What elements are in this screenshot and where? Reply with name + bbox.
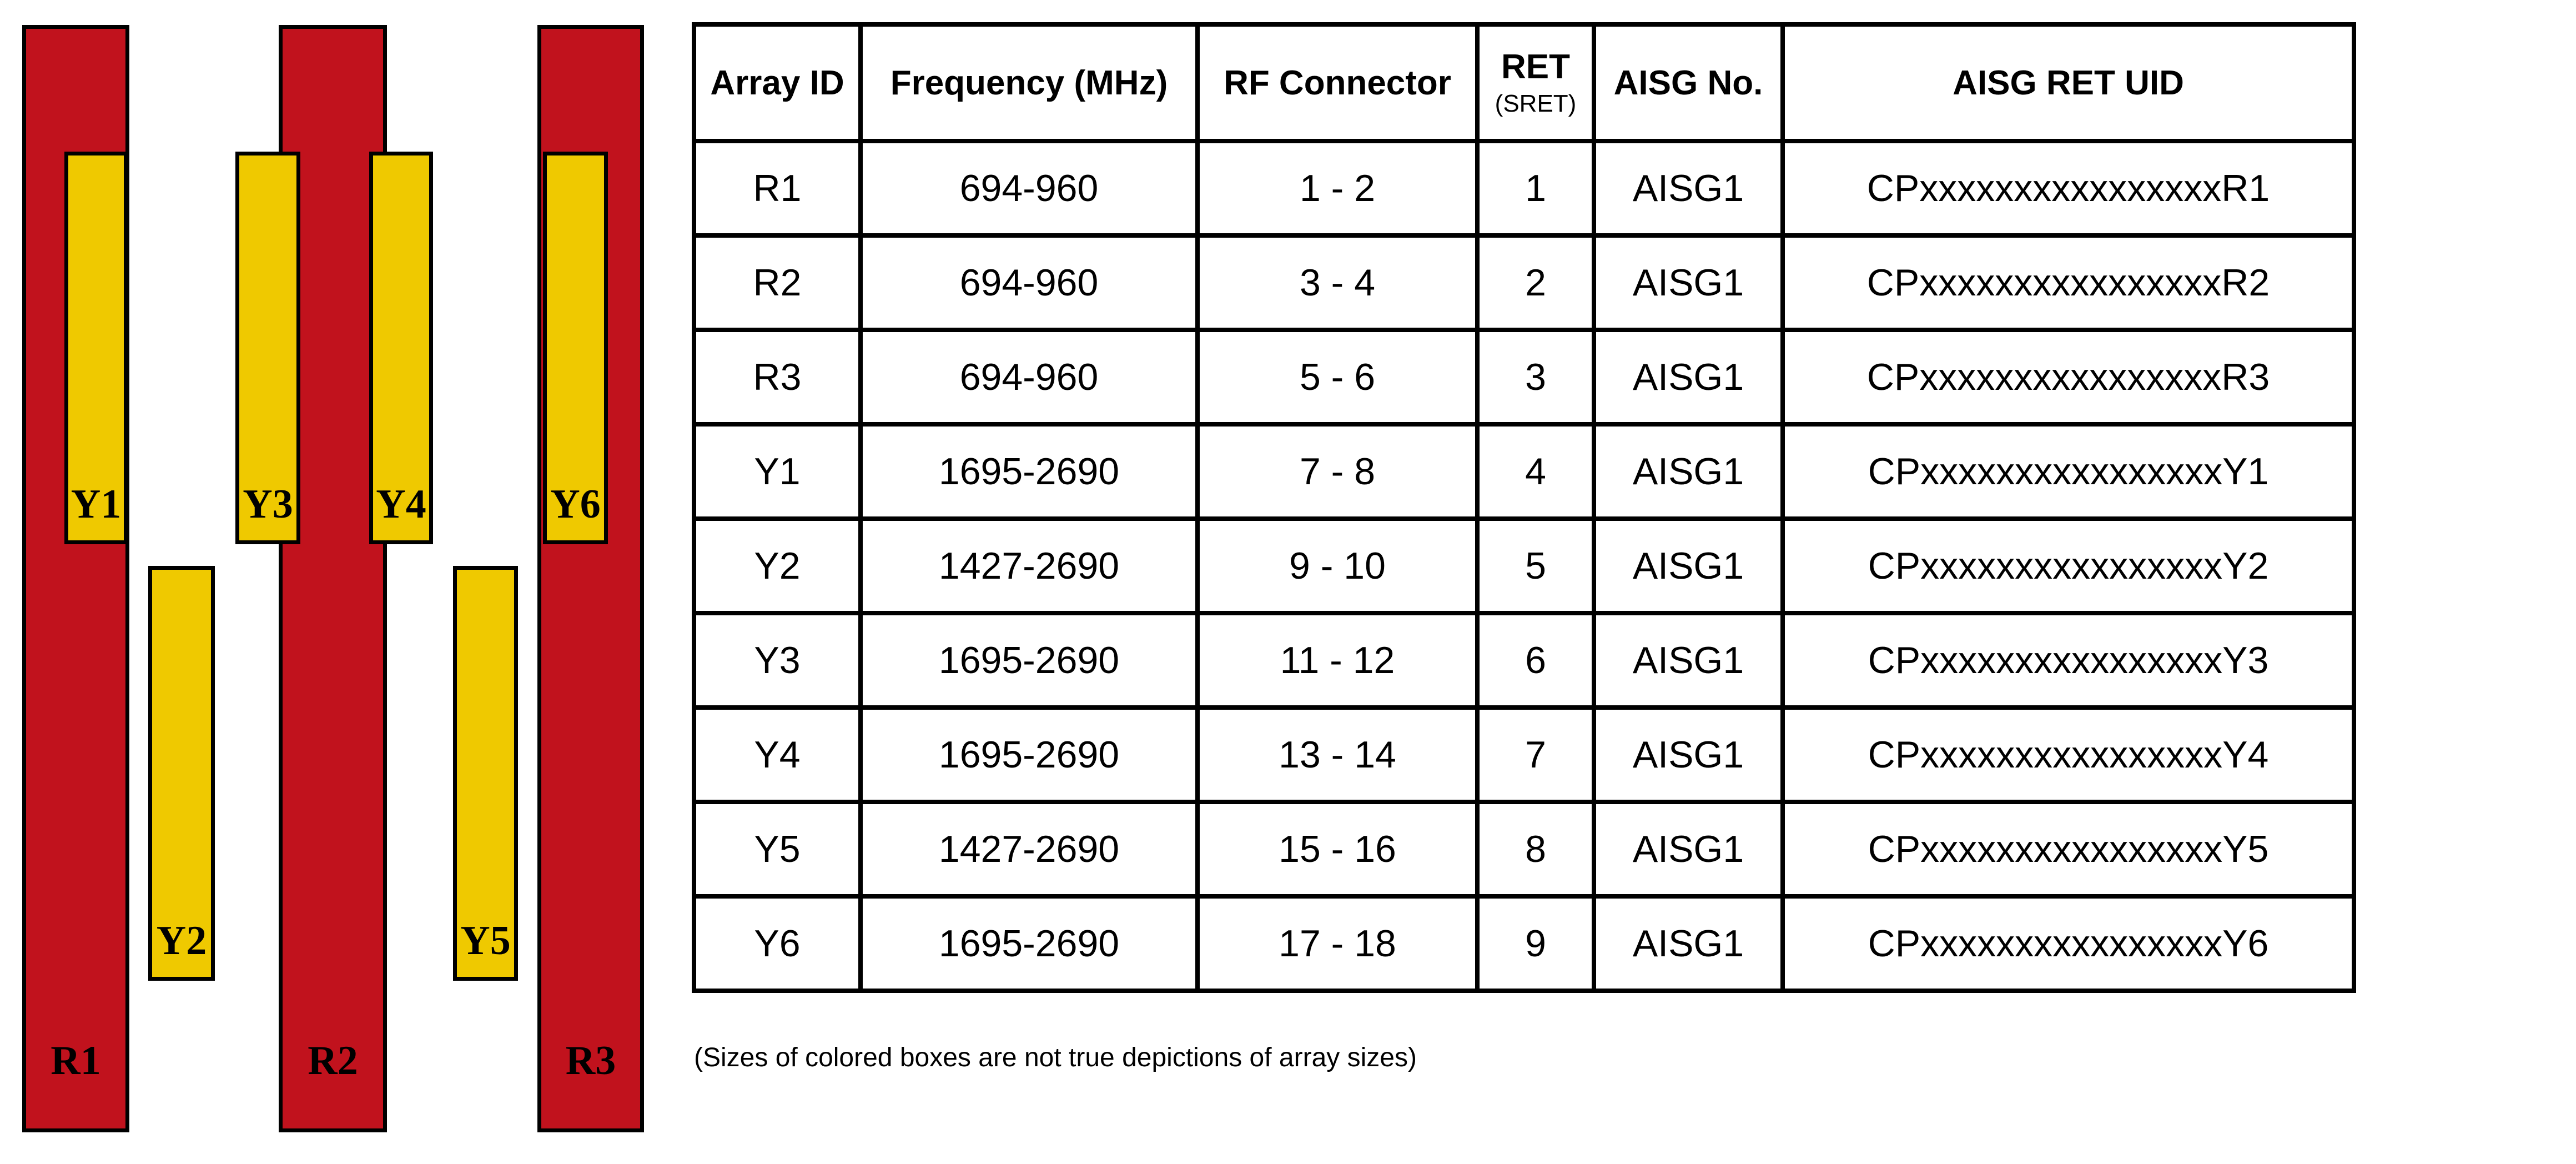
table-row: Y5 1427-2690 15 - 16 8 AISG1 CPxxxxxxxxx… (692, 800, 2356, 899)
cell-aisg-no: AISG1 (1592, 894, 1785, 993)
cell-rf-connector: 17 - 18 (1195, 894, 1480, 993)
cell-aisg-ret-uid: CPxxxxxxxxxxxxxxxxY1 (1780, 422, 2356, 521)
col-header-frequency: Frequency (MHz) (858, 22, 1200, 143)
cell-ret: 5 (1475, 516, 1596, 615)
cell-rf-connector: 9 - 10 (1195, 516, 1480, 615)
cell-frequency: 1427-2690 (858, 800, 1200, 899)
cell-array-id: Y2 (692, 516, 863, 615)
cell-array-id: Y4 (692, 705, 863, 804)
cell-frequency: 1695-2690 (858, 422, 1200, 521)
cell-array-id: Y6 (692, 894, 863, 993)
col-header-ret: RET (SRET) (1475, 22, 1596, 143)
col-header-aisg-no: AISG No. (1592, 22, 1785, 143)
col-header-sret-label: (SRET) (1495, 89, 1577, 117)
cell-ret: 7 (1475, 705, 1596, 804)
cell-array-id: Y3 (692, 611, 863, 710)
table-row: R1 694-960 1 - 2 1 AISG1 CPxxxxxxxxxxxxx… (692, 139, 2356, 238)
col-header-ret-label: RET (1501, 47, 1570, 86)
cell-aisg-ret-uid: CPxxxxxxxxxxxxxxxxY2 (1780, 516, 2356, 615)
cell-frequency: 1695-2690 (858, 894, 1200, 993)
cell-frequency: 694-960 (858, 139, 1200, 238)
antenna-array-diagram: R1 R2 R3 Y1 Y2 Y3 Y4 Y5 Y6 (0, 0, 688, 1164)
array-bar-y3: Y3 (235, 152, 300, 544)
array-bar-r3-label: R3 (565, 1038, 616, 1083)
cell-aisg-no: AISG1 (1592, 233, 1785, 332)
cell-aisg-no: AISG1 (1592, 422, 1785, 521)
col-header-aisg-ret-uid: AISG RET UID (1780, 22, 2356, 143)
cell-rf-connector: 3 - 4 (1195, 233, 1480, 332)
cell-array-id: Y1 (692, 422, 863, 521)
cell-array-id: R2 (692, 233, 863, 332)
array-bar-r1-label: R1 (51, 1038, 101, 1083)
table-row: Y4 1695-2690 13 - 14 7 AISG1 CPxxxxxxxxx… (692, 705, 2356, 804)
cell-ret: 6 (1475, 611, 1596, 710)
cell-aisg-ret-uid: CPxxxxxxxxxxxxxxxxY4 (1780, 705, 2356, 804)
cell-rf-connector: 13 - 14 (1195, 705, 1480, 804)
cell-aisg-no: AISG1 (1592, 611, 1785, 710)
array-bar-y5: Y5 (453, 566, 518, 981)
array-bar-y6: Y6 (543, 152, 608, 544)
array-bar-y5-label: Y5 (460, 918, 511, 964)
table-row: Y2 1427-2690 9 - 10 5 AISG1 CPxxxxxxxxxx… (692, 516, 2356, 615)
array-bar-r2: R2 (279, 25, 387, 1132)
cell-aisg-ret-uid: CPxxxxxxxxxxxxxxxxR2 (1780, 233, 2356, 332)
cell-aisg-ret-uid: CPxxxxxxxxxxxxxxxxR3 (1780, 328, 2356, 427)
cell-rf-connector: 1 - 2 (1195, 139, 1480, 238)
cell-array-id: Y5 (692, 800, 863, 899)
cell-aisg-ret-uid: CPxxxxxxxxxxxxxxxxY3 (1780, 611, 2356, 710)
cell-aisg-ret-uid: CPxxxxxxxxxxxxxxxxY5 (1780, 800, 2356, 899)
array-bar-y6-label: Y6 (550, 481, 601, 527)
cell-ret: 8 (1475, 800, 1596, 899)
cell-frequency: 1427-2690 (858, 516, 1200, 615)
cell-array-id: R1 (692, 139, 863, 238)
cell-frequency: 694-960 (858, 233, 1200, 332)
cell-aisg-no: AISG1 (1592, 705, 1785, 804)
cell-aisg-no: AISG1 (1592, 328, 1785, 427)
array-bar-y2: Y2 (148, 566, 215, 981)
cell-ret: 9 (1475, 894, 1596, 993)
cell-rf-connector: 15 - 16 (1195, 800, 1480, 899)
cell-ret: 2 (1475, 233, 1596, 332)
table-row: Y6 1695-2690 17 - 18 9 AISG1 CPxxxxxxxxx… (692, 894, 2356, 993)
array-bar-r2-label: R2 (308, 1038, 358, 1083)
cell-ret: 4 (1475, 422, 1596, 521)
cell-array-id: R3 (692, 328, 863, 427)
cell-ret: 1 (1475, 139, 1596, 238)
table-row: Y1 1695-2690 7 - 8 4 AISG1 CPxxxxxxxxxxx… (692, 422, 2356, 521)
array-bar-y3-label: Y3 (243, 481, 293, 527)
cell-aisg-no: AISG1 (1592, 516, 1785, 615)
cell-aisg-no: AISG1 (1592, 800, 1785, 899)
array-bar-y1: Y1 (64, 152, 128, 544)
array-bar-y4: Y4 (369, 152, 433, 544)
col-header-array-id: Array ID (692, 22, 863, 143)
table-row: R2 694-960 3 - 4 2 AISG1 CPxxxxxxxxxxxxx… (692, 233, 2356, 332)
array-spec-table: Array ID Frequency (MHz) RF Connector RE… (692, 22, 2356, 993)
table-row: Y3 1695-2690 11 - 12 6 AISG1 CPxxxxxxxxx… (692, 611, 2356, 710)
cell-frequency: 694-960 (858, 328, 1200, 427)
cell-rf-connector: 7 - 8 (1195, 422, 1480, 521)
cell-frequency: 1695-2690 (858, 611, 1200, 710)
cell-rf-connector: 11 - 12 (1195, 611, 1480, 710)
array-bar-y2-label: Y2 (156, 918, 207, 964)
diagram-note: (Sizes of colored boxes are not true dep… (694, 1043, 1417, 1072)
cell-aisg-ret-uid: CPxxxxxxxxxxxxxxxxR1 (1780, 139, 2356, 238)
cell-rf-connector: 5 - 6 (1195, 328, 1480, 427)
header-row: Array ID Frequency (MHz) RF Connector RE… (692, 22, 2356, 143)
table-row: R3 694-960 5 - 6 3 AISG1 CPxxxxxxxxxxxxx… (692, 328, 2356, 427)
array-bar-y1-label: Y1 (71, 481, 122, 527)
array-bar-y4-label: Y4 (376, 481, 426, 527)
cell-ret: 3 (1475, 328, 1596, 427)
col-header-rf-connector: RF Connector (1195, 22, 1480, 143)
cell-frequency: 1695-2690 (858, 705, 1200, 804)
cell-aisg-ret-uid: CPxxxxxxxxxxxxxxxxY6 (1780, 894, 2356, 993)
cell-aisg-no: AISG1 (1592, 139, 1785, 238)
